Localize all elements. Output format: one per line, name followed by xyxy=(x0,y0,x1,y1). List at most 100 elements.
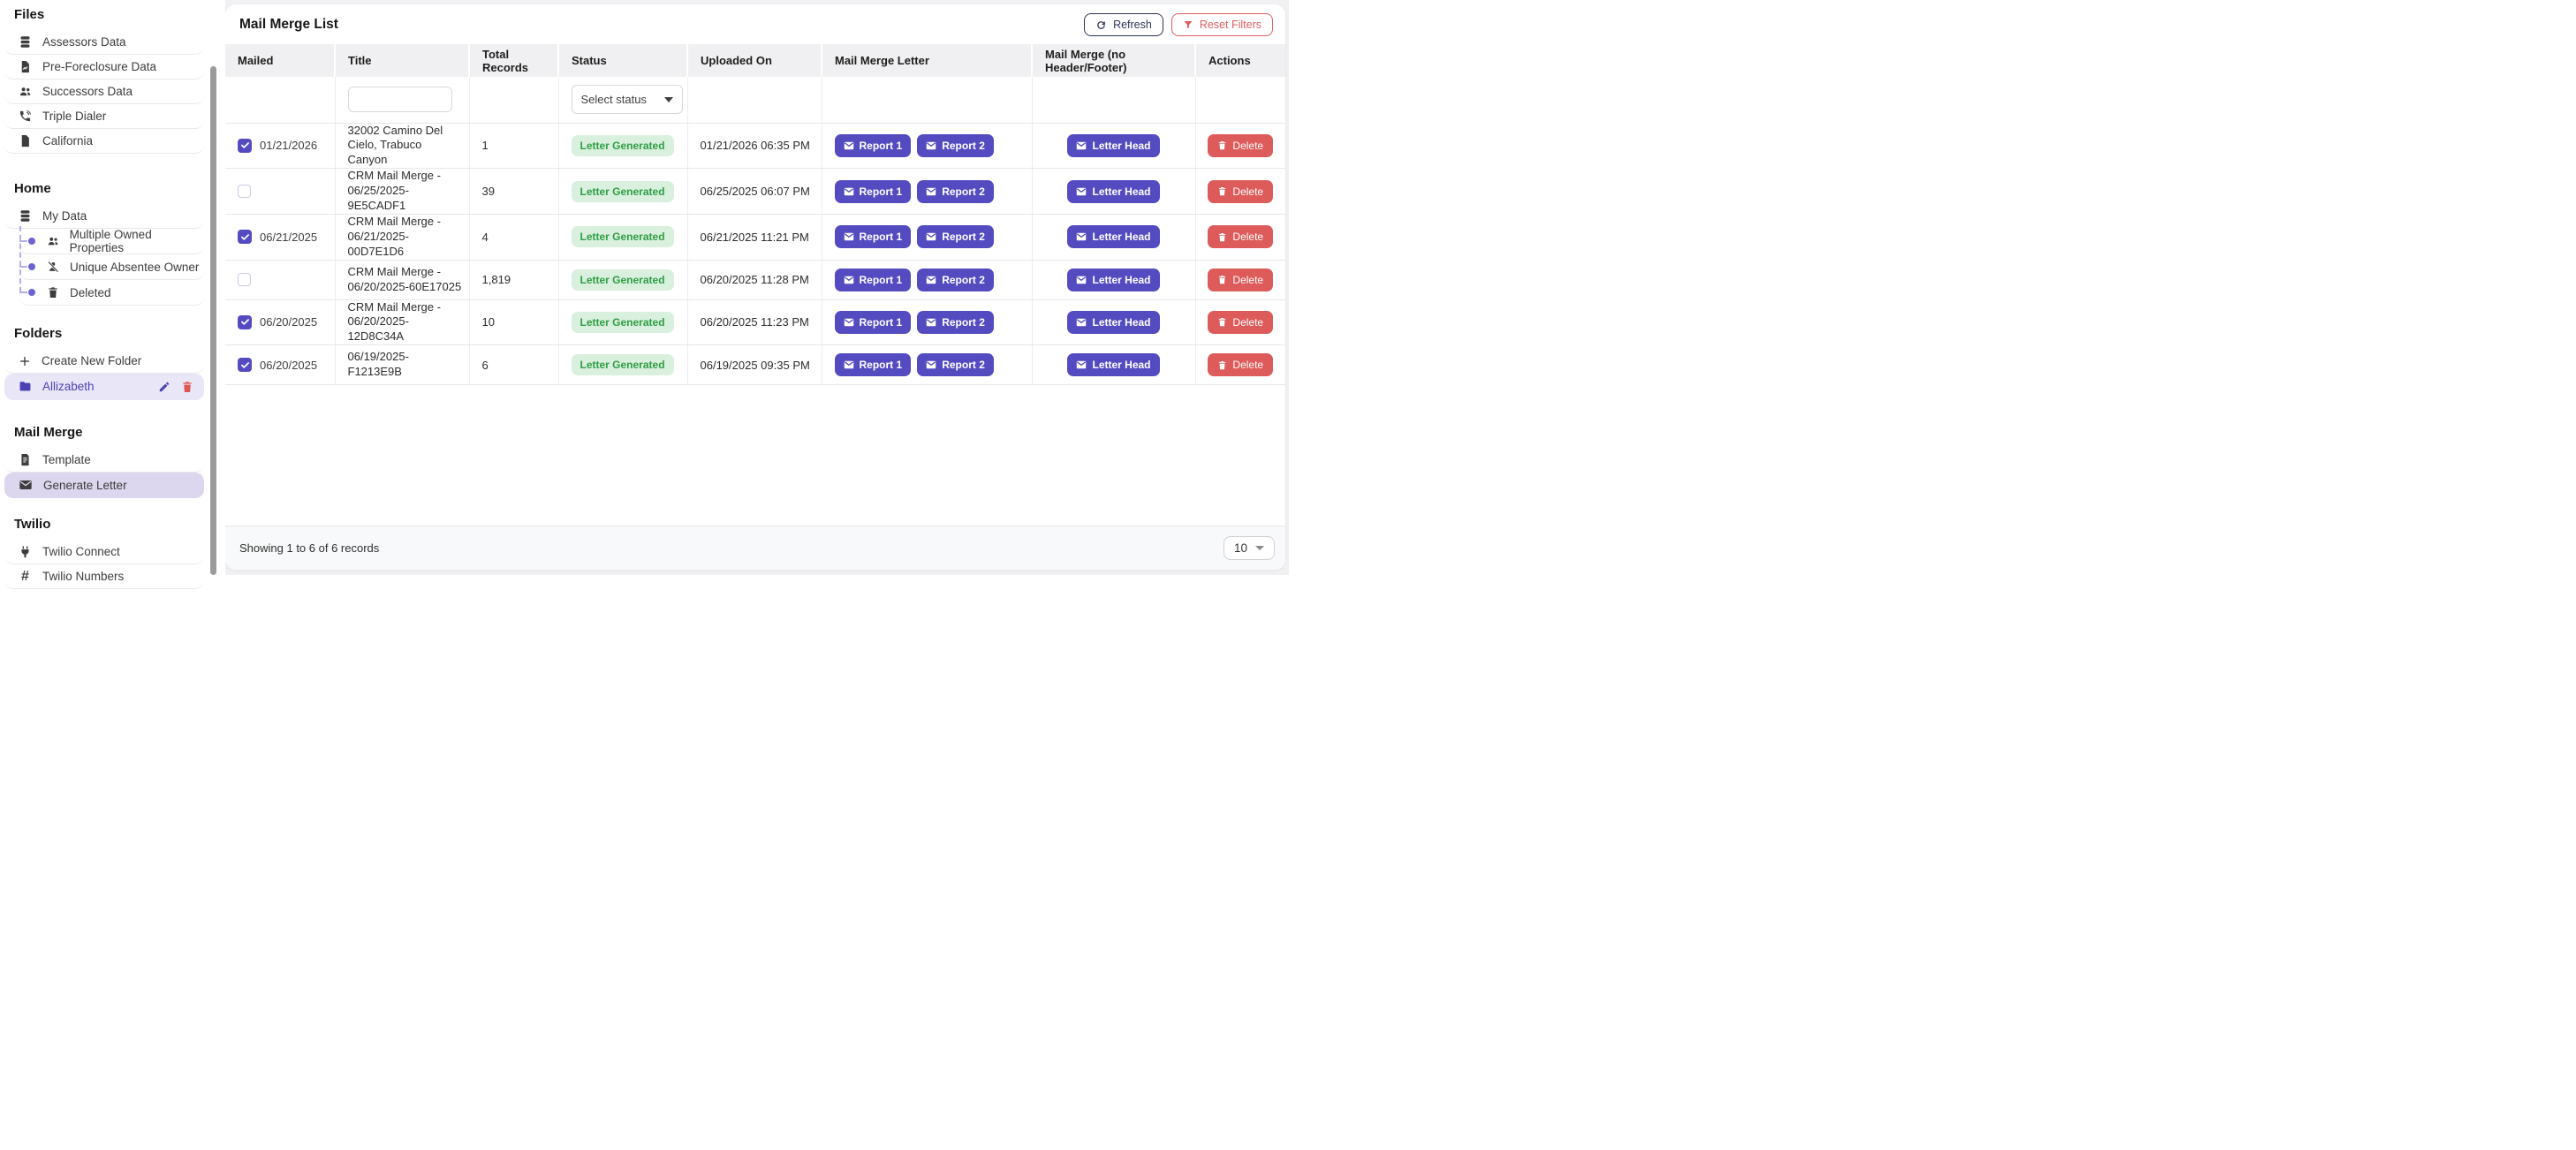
table-row: CRM Mail Merge - 06/25/2025-9E5CADF1 39 … xyxy=(225,168,1285,215)
sidebar-item-folder-allizabeth[interactable]: Allizabeth xyxy=(4,374,204,400)
table-row: 06/20/2025 CRM Mail Merge - 06/20/2025-1… xyxy=(225,299,1285,346)
phone-icon xyxy=(19,110,31,122)
sidebar-scrollbar[interactable] xyxy=(210,66,216,575)
delete-button[interactable]: Delete xyxy=(1208,133,1274,157)
sidebar-item-label: Unique Absentee Owner xyxy=(70,260,200,274)
envelope-icon xyxy=(19,480,32,489)
report-2-button[interactable]: Report 2 xyxy=(917,133,994,157)
tree-connector xyxy=(19,266,27,268)
report-1-button[interactable]: Report 1 xyxy=(834,133,912,157)
hash-icon: # xyxy=(21,568,29,584)
sidebar-item-template[interactable]: Template xyxy=(4,448,204,473)
sidebar-item-triple-dialer[interactable]: Triple Dialer xyxy=(4,104,204,129)
sidebar-item-twilio-connect[interactable]: Twilio Connect xyxy=(4,540,204,564)
report-2-button[interactable]: Report 2 xyxy=(917,225,994,249)
envelope-icon xyxy=(926,141,936,150)
trash-icon xyxy=(1219,232,1226,241)
envelope-icon xyxy=(844,276,853,284)
envelope-icon xyxy=(926,276,936,284)
status-filter-select[interactable]: Select status xyxy=(571,85,683,115)
sidebar-item-deleted[interactable]: Deleted xyxy=(19,280,204,306)
sidebar: Files Assessors Data Pre-Foreclosure Dat… xyxy=(0,0,225,589)
sidebar-item-unique-absentee-owner[interactable]: Unique Absentee Owner xyxy=(19,254,204,280)
sidebar-item-pre-foreclosure-data[interactable]: Pre-Foreclosure Data xyxy=(4,55,204,79)
refresh-button[interactable]: Refresh xyxy=(1084,13,1163,36)
letter-head-button[interactable]: Letter Head xyxy=(1067,310,1160,334)
row-checkbox[interactable] xyxy=(238,358,252,373)
sidebar-item-twilio-numbers[interactable]: # Twilio Numbers xyxy=(4,564,204,589)
report-2-button[interactable]: Report 2 xyxy=(917,179,994,203)
sidebar-item-label: Twilio Connect xyxy=(42,545,120,558)
row-checkbox[interactable] xyxy=(238,138,252,153)
row-checkbox[interactable] xyxy=(238,273,251,287)
delete-button[interactable]: Delete xyxy=(1208,353,1274,377)
create-new-folder-button[interactable]: Create New Folder xyxy=(4,349,204,374)
row-checkbox[interactable] xyxy=(238,230,252,245)
file-chart-icon xyxy=(21,60,29,73)
letter-head-button[interactable]: Letter Head xyxy=(1067,179,1160,203)
column-header-mail-merge-no-header-footer: Mail Merge (no Header/Footer) xyxy=(1032,44,1196,77)
sidebar-item-my-data[interactable]: My Data xyxy=(4,204,204,229)
report-2-button[interactable]: Report 2 xyxy=(917,353,994,377)
sidebar-item-label: Template xyxy=(42,453,91,466)
mailed-date: 06/21/2025 xyxy=(260,230,318,244)
report-1-button[interactable]: Report 1 xyxy=(834,225,912,249)
row-checkbox[interactable] xyxy=(238,185,251,198)
sidebar-item-california[interactable]: California xyxy=(4,129,204,154)
delete-button[interactable]: Delete xyxy=(1208,225,1274,249)
sidebar-item-multiple-owned-properties[interactable]: Multiple Owned Properties xyxy=(19,228,204,254)
row-checkbox[interactable] xyxy=(238,314,252,329)
person-slash-icon xyxy=(48,261,59,273)
mail-merge-card: Mail Merge List Refresh Reset Filters M xyxy=(225,4,1285,570)
letter-head-button[interactable]: Letter Head xyxy=(1067,353,1160,377)
report-1-button[interactable]: Report 1 xyxy=(834,179,912,203)
main-area: Mail Merge List Refresh Reset Filters M xyxy=(225,0,1289,575)
sidebar-item-label: Assessors Data xyxy=(42,35,126,49)
envelope-icon xyxy=(1077,141,1087,150)
letter-head-button[interactable]: Letter Head xyxy=(1067,225,1160,249)
delete-button[interactable]: Delete xyxy=(1208,310,1274,334)
tree-dot xyxy=(28,289,35,296)
plus-icon xyxy=(20,356,29,366)
row-uploaded-on: 06/20/2025 11:28 PM xyxy=(687,260,822,300)
chevron-down-icon xyxy=(663,96,673,102)
refresh-icon xyxy=(1097,20,1105,29)
table-header-row: Mailed Title Total Records Status Upload… xyxy=(225,44,1285,77)
column-header-mailed: Mailed xyxy=(225,44,336,77)
trash-icon xyxy=(1219,187,1226,196)
delete-button[interactable]: Delete xyxy=(1208,268,1274,291)
report-1-button[interactable]: Report 1 xyxy=(834,268,912,291)
sidebar-item-generate-letter[interactable]: Generate Letter xyxy=(4,473,204,498)
page-title: Mail Merge List xyxy=(239,17,338,32)
trash-icon xyxy=(1219,318,1226,327)
letter-head-button[interactable]: Letter Head xyxy=(1067,133,1160,157)
envelope-icon xyxy=(844,232,853,241)
report-2-button[interactable]: Report 2 xyxy=(917,310,994,334)
letter-head-button[interactable]: Letter Head xyxy=(1067,268,1160,291)
title-filter-input[interactable] xyxy=(347,87,452,113)
row-title: CRM Mail Merge - 06/25/2025-9E5CADF1 xyxy=(335,168,470,215)
report-1-button[interactable]: Report 1 xyxy=(834,353,912,377)
tree-dot xyxy=(28,263,35,270)
mailed-date: 06/20/2025 xyxy=(260,358,318,372)
row-title: CRM Mail Merge - 06/21/2025-00D7E1D6 xyxy=(335,214,470,261)
home-heading: Home xyxy=(14,181,51,196)
pencil-icon[interactable] xyxy=(158,381,170,393)
report-2-button[interactable]: Report 2 xyxy=(917,268,994,291)
delete-button[interactable]: Delete xyxy=(1208,179,1274,203)
status-badge: Letter Generated xyxy=(571,354,674,376)
mailed-date: 06/20/2025 xyxy=(260,315,318,329)
envelope-icon xyxy=(844,360,853,369)
trash-icon[interactable] xyxy=(181,381,193,393)
report-1-button[interactable]: Report 1 xyxy=(834,310,912,334)
column-header-status: Status xyxy=(558,44,688,77)
sidebar-item-assessors-data[interactable]: Assessors Data xyxy=(4,30,204,55)
sidebar-item-successors-data[interactable]: Successors Data xyxy=(4,79,204,104)
check-icon xyxy=(240,361,249,368)
reset-filters-button[interactable]: Reset Filters xyxy=(1171,13,1273,36)
mail-merge-heading: Mail Merge xyxy=(14,425,83,440)
page-size-select[interactable]: 10 xyxy=(1223,536,1275,560)
sidebar-item-label: Triple Dialer xyxy=(42,110,107,123)
envelope-icon xyxy=(1077,232,1087,241)
column-header-mail-merge-letter: Mail Merge Letter xyxy=(822,44,1033,77)
